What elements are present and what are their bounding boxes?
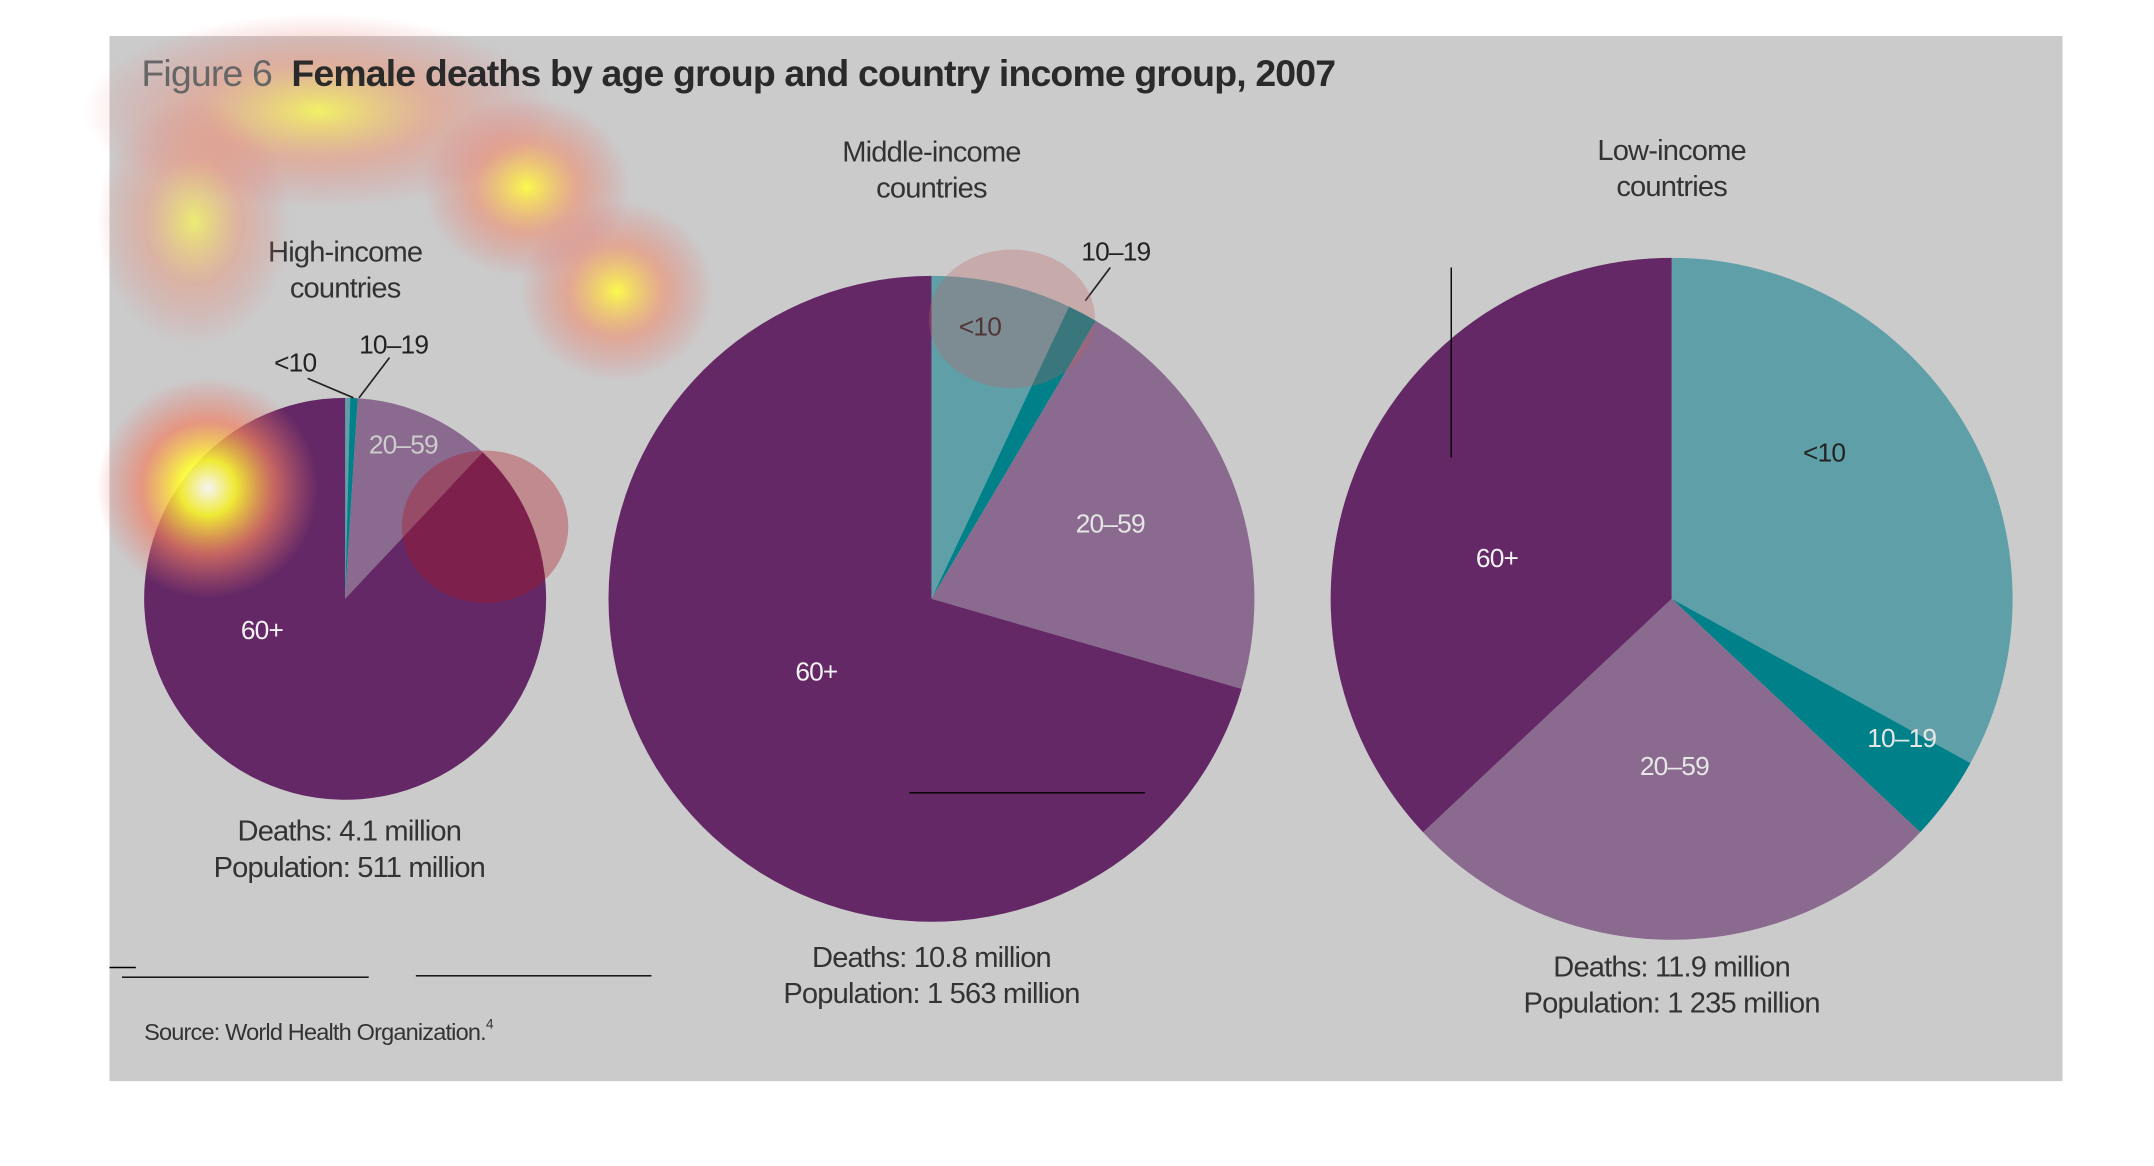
title-text: Female deaths by age group and country i… <box>291 52 1335 94</box>
pie-slice <box>345 398 483 599</box>
pie-footer: Deaths: 4.1 million <box>238 816 462 848</box>
slice-label: 20–59 <box>1076 508 1145 538</box>
slice-label: <10 <box>959 311 1001 341</box>
pie-footer: Population: 511 million <box>214 852 485 884</box>
source-note: 4 <box>486 1015 494 1031</box>
stray-lines <box>109 267 1452 978</box>
slice-label: 20–59 <box>369 429 438 459</box>
slice-label: 10–19 <box>1081 237 1150 267</box>
figure-label: Figure 6 <box>141 52 272 94</box>
slice-label: 60+ <box>1476 543 1519 573</box>
pie-slice <box>1671 598 1971 833</box>
leader-line <box>1084 267 1111 302</box>
source: Source: World Health Organization.4 <box>144 1015 494 1045</box>
slice-label: <10 <box>1803 438 1845 468</box>
slice-label: 10–19 <box>1867 723 1936 753</box>
pie-title: countries <box>1616 171 1727 203</box>
slice-label: <10 <box>274 348 316 378</box>
slice-label: 60+ <box>241 615 284 645</box>
pie-title: High-income <box>268 236 422 268</box>
slice-label: 60+ <box>795 657 838 687</box>
pie-slice <box>345 397 358 599</box>
chart-title: Figure 6 Female deaths by age group and c… <box>141 52 1335 94</box>
slice-label: 10–19 <box>359 329 428 359</box>
pie-footer: Population: 1 563 million <box>783 978 1079 1010</box>
pie: <10 10–19 20–59 60+ Low-income countries Death… <box>1330 135 2013 1020</box>
pie-title: countries <box>876 173 987 205</box>
pie-slice <box>1671 257 2013 764</box>
pie-footer: Population: 1 235 million <box>1524 988 1820 1020</box>
pie-title: Middle-income <box>842 137 1020 169</box>
pie: <10 10–19 20–59 60+ Middle-income countries De… <box>608 137 1255 1010</box>
pie-footer: Deaths: 10.8 million <box>812 942 1051 974</box>
pie-slice <box>1330 257 1672 833</box>
pie-slice <box>931 306 1096 599</box>
pie-slice <box>1423 598 1921 940</box>
pie-slice <box>931 320 1255 689</box>
pie-title: countries <box>290 272 401 304</box>
pie-slice <box>608 275 1242 922</box>
pies: <10 10–19 20–59 60+ High-income countries Deat… <box>144 135 2013 1020</box>
pie-slice <box>345 397 351 599</box>
pie-slice <box>931 275 1069 599</box>
leader-line <box>358 357 391 399</box>
pie-slice <box>144 397 547 800</box>
pie-footer: Deaths: 11.9 million <box>1553 952 1790 984</box>
source-text: Source: World Health Organization. <box>144 1019 486 1045</box>
pie-title: Low-income <box>1597 135 1746 167</box>
slice-label: 20–59 <box>1640 751 1709 781</box>
pie: <10 10–19 20–59 60+ High-income countries Deat… <box>144 236 547 884</box>
